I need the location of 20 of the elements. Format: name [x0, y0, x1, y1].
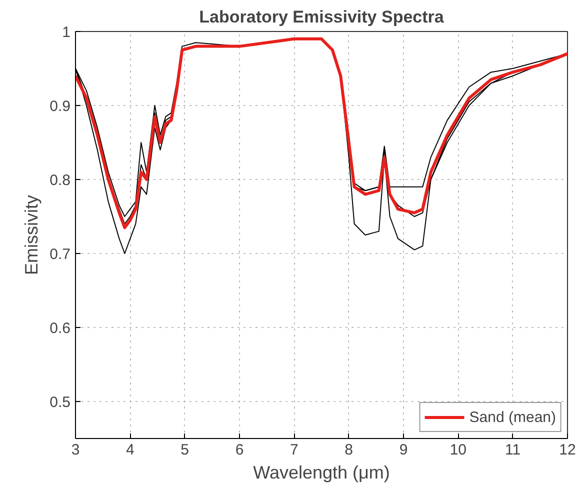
x-tick-label: 3	[71, 442, 80, 458]
legend-label: Sand (mean)	[469, 408, 556, 426]
x-tick-label: 6	[235, 442, 244, 458]
x-tick-label: 12	[559, 442, 576, 458]
y-tick-label: 1	[62, 24, 70, 41]
x-tick-label: 10	[450, 442, 467, 458]
y-tick-label: 0.6	[50, 320, 71, 337]
x-tick-label: 5	[180, 442, 190, 458]
x-tick-label: 8	[344, 442, 354, 458]
x-axis-title: Wavelength (μm)	[253, 462, 390, 482]
y-tick-label: 0.5	[50, 394, 71, 411]
chart-title: Laboratory Emissivity Spectra	[199, 8, 444, 26]
y-axis-title: Emissivity	[22, 195, 42, 275]
y-tick-label: 0.9	[50, 98, 71, 115]
x-tick-label: 7	[290, 442, 298, 458]
x-tick-label: 11	[505, 442, 521, 458]
x-tick-label: 9	[399, 442, 408, 458]
y-tick-label: 0.8	[50, 172, 71, 189]
x-tick-label: 4	[126, 442, 134, 458]
y-tick-label: 0.7	[50, 246, 71, 263]
